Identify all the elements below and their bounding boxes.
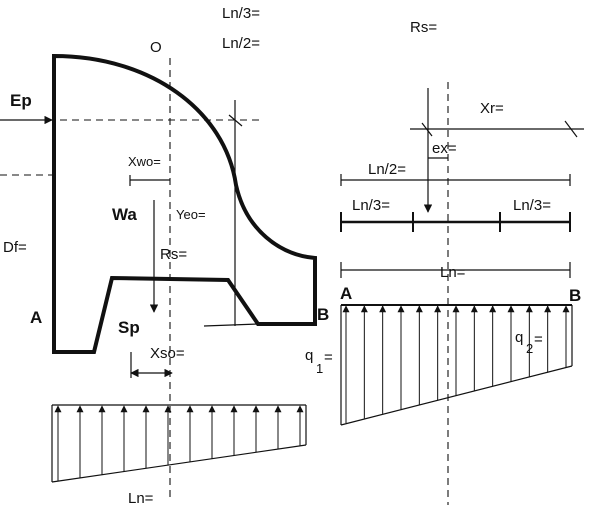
a-left-label: A <box>30 308 42 327</box>
xr-tick-left <box>421 122 433 137</box>
q1-symbol: q <box>305 347 313 364</box>
q2-label: q 2 = <box>515 329 543 356</box>
ln-bottom-label: Ln= <box>128 490 154 507</box>
ln3-right-label-a: Ln/3= <box>352 197 390 214</box>
ln3-right-label-b: Ln/3= <box>513 197 551 214</box>
q1-subscript: 1 <box>316 361 323 376</box>
o-label: O <box>150 39 162 56</box>
xr-label: Xr= <box>480 100 504 117</box>
q1-equals: = <box>324 349 333 366</box>
q1-label: q 1 = <box>305 347 333 376</box>
q2-symbol: q <box>515 329 523 346</box>
ln3-top-label: Ln/3= <box>222 5 260 22</box>
xso-label: Xso= <box>150 345 185 362</box>
wall-base-projection <box>203 323 259 327</box>
yeo-tick <box>228 114 243 127</box>
a-right-label: A <box>340 284 352 303</box>
wall-outline <box>52 53 317 354</box>
right-pressure-diagram <box>340 304 573 426</box>
sp-label: Sp <box>118 318 140 337</box>
left-pressure-bottom <box>51 444 307 483</box>
yeo-label: Yeo= <box>176 207 206 222</box>
q2-equals: = <box>534 331 543 348</box>
left-pressure-diagram <box>51 404 307 483</box>
df-label: Df= <box>3 239 27 256</box>
wa-label: Wa <box>112 205 137 224</box>
q2-subscript: 2 <box>526 341 533 356</box>
b-right-label: B <box>569 286 581 305</box>
rs-top-label: Rs= <box>410 19 437 36</box>
wall-section <box>52 53 317 354</box>
ln-right-label: Ln= <box>440 264 466 281</box>
xr-tick-right <box>564 120 578 138</box>
b-left-label: B <box>317 305 329 324</box>
ln2-right-label: Ln/2= <box>368 161 406 178</box>
rs-mid-label: Rs= <box>160 246 187 263</box>
ex-label: ex= <box>432 140 457 157</box>
xwo-label: Xwo= <box>128 154 161 169</box>
ln2-top-label: Ln/2= <box>222 35 260 52</box>
ep-label: Ep <box>10 91 32 110</box>
